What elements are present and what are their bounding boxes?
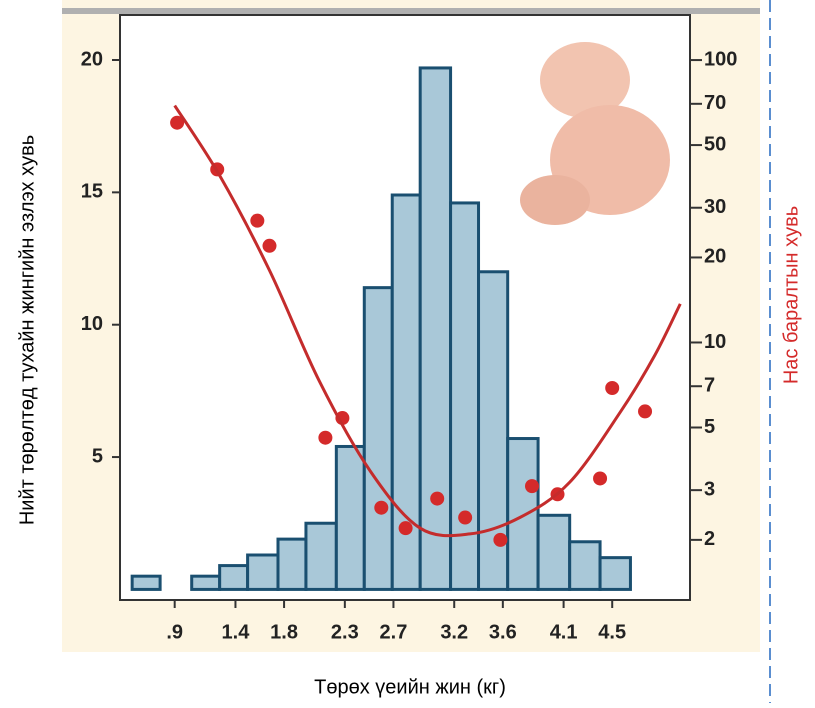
histogram-bar [600, 558, 630, 590]
x-tick-label: .9 [166, 621, 183, 643]
x-tick-label: 2.7 [380, 621, 408, 643]
y-tick-label: 20 [81, 48, 103, 70]
scatter-point [374, 501, 388, 515]
x-tick-label: 1.8 [270, 621, 298, 643]
y2-tick-label: 5 [704, 416, 715, 438]
y2-tick-label: 7 [704, 375, 715, 397]
scatter-point [318, 431, 332, 445]
histogram-bar [336, 446, 364, 589]
scatter-point [638, 404, 652, 418]
y2-tick-label: 70 [704, 92, 726, 114]
histogram-bar [192, 576, 220, 589]
y-axis-label: Нийт төрөлтөд тухайн жингийн эзлэх хувь [16, 135, 38, 525]
scatter-point [605, 381, 619, 395]
histogram-bar [278, 539, 306, 589]
histogram-bar [570, 542, 600, 590]
y2-tick-label: 3 [704, 478, 715, 500]
x-tick-label: 4.5 [598, 621, 626, 643]
histogram-bar [420, 68, 450, 589]
y2-tick-label: 30 [704, 196, 726, 218]
x-tick-label: 2.3 [331, 621, 359, 643]
x-tick-label: 3.6 [489, 621, 517, 643]
y-tick-label: 10 [81, 313, 103, 335]
scatter-point [250, 214, 264, 228]
y2-tick-label: 50 [704, 133, 726, 155]
x-tick-label: 4.1 [550, 621, 578, 643]
y-tick-label: 5 [92, 445, 103, 467]
x-axis-label: Төрөх үеийн жин (кг) [314, 676, 506, 698]
y2-axis-label: Нас баралтын хувь [780, 206, 802, 384]
y2-tick-label: 20 [704, 246, 726, 268]
histogram-bar [364, 288, 392, 590]
histogram-bar [248, 555, 278, 589]
x-tick-label: 3.2 [440, 621, 468, 643]
y2-tick-label: 10 [704, 331, 726, 353]
scatter-point [430, 492, 444, 506]
scatter-point [493, 533, 507, 547]
scatter-point [458, 511, 472, 525]
histogram-bar [220, 566, 248, 590]
histogram-bar [132, 576, 160, 589]
scatter-point [399, 521, 413, 535]
y2-tick-label: 100 [704, 48, 737, 70]
top-bar [62, 8, 760, 14]
y-tick-label: 15 [81, 181, 103, 203]
scatter-point [525, 479, 539, 493]
x-tick-label: 1.4 [222, 621, 251, 643]
histogram-bar [451, 203, 479, 589]
chart: Нийт төрөлтөд тухайн жингийн эзлэх хувь … [0, 0, 815, 703]
histogram-bar [538, 515, 570, 589]
scatter-point [262, 239, 276, 253]
y2-tick-label: 2 [704, 528, 715, 550]
scatter-point [593, 471, 607, 485]
histogram-bar [508, 439, 538, 590]
histogram-bar [306, 523, 336, 589]
